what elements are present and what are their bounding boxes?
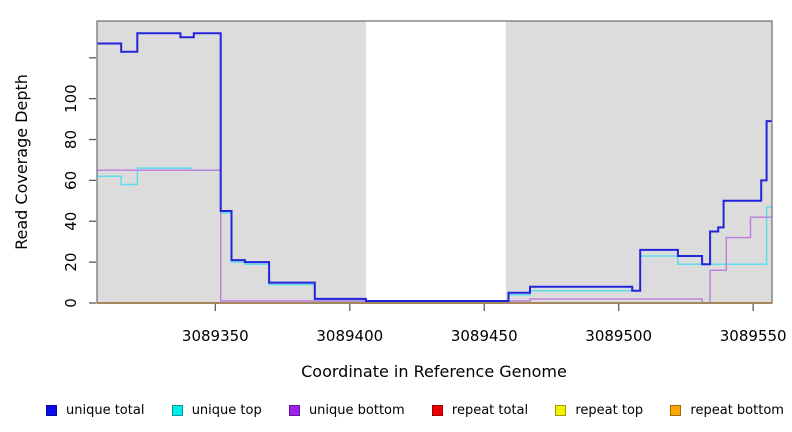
masked-region <box>365 21 506 303</box>
legend-label: unique total <box>66 402 145 418</box>
repeat-bottom-swatch-icon <box>670 404 682 416</box>
legend-label: repeat bottom <box>690 402 784 418</box>
series-unique-total <box>97 32 772 302</box>
legend-label: repeat top <box>575 402 644 418</box>
unique-bottom-swatch-icon <box>288 404 300 416</box>
axes: 3089350 3089400 3089450 3089500 3089550 0 20 40… <box>62 57 787 345</box>
legend-item-repeat-top: repeat top <box>555 403 643 418</box>
repeat-total-swatch-icon <box>431 404 443 416</box>
legend-item-repeat-bottom: repeat bottom <box>670 403 784 418</box>
legend-item-unique-total: unique total <box>46 403 144 418</box>
legend-item-repeat-total: repeat total <box>431 402 529 418</box>
x-tick-label: 3089500 <box>585 327 652 345</box>
legend-label: unique top <box>191 402 262 418</box>
y-tick-label: 40 <box>62 212 80 231</box>
legend: unique total unique top unique bottom re… <box>46 399 784 421</box>
x-tick-label: 3089550 <box>720 327 787 345</box>
unique-top-swatch-icon <box>171 404 183 416</box>
legend-item-unique-top: unique top <box>171 402 262 418</box>
legend-label: unique bottom <box>308 402 405 418</box>
x-tick-label: 3089350 <box>182 327 249 345</box>
x-tick-label: 3089400 <box>316 327 383 345</box>
y-tick-label: 80 <box>62 130 80 149</box>
plot-area <box>96 20 773 304</box>
x-tick-label: 3089450 <box>451 327 518 345</box>
y-tick-label: 60 <box>62 171 80 190</box>
y-tick-label: 0 <box>62 298 80 308</box>
y-tick-label: 20 <box>62 253 80 272</box>
legend-item-unique-bottom: unique bottom <box>288 402 405 418</box>
y-tick-label: 100 <box>62 84 80 113</box>
coverage-plot: 3089350 3089400 3089450 3089500 3089550 0 20 40… <box>12 20 787 381</box>
x-axis-label: Coordinate in Reference Genome <box>301 362 567 381</box>
y-axis-label: Read Coverage Depth <box>12 74 31 250</box>
plot-border <box>96 20 773 304</box>
repeat-top-swatch-icon <box>555 404 567 416</box>
legend-label: repeat total <box>451 402 529 418</box>
unique-total-swatch-icon <box>46 404 57 416</box>
